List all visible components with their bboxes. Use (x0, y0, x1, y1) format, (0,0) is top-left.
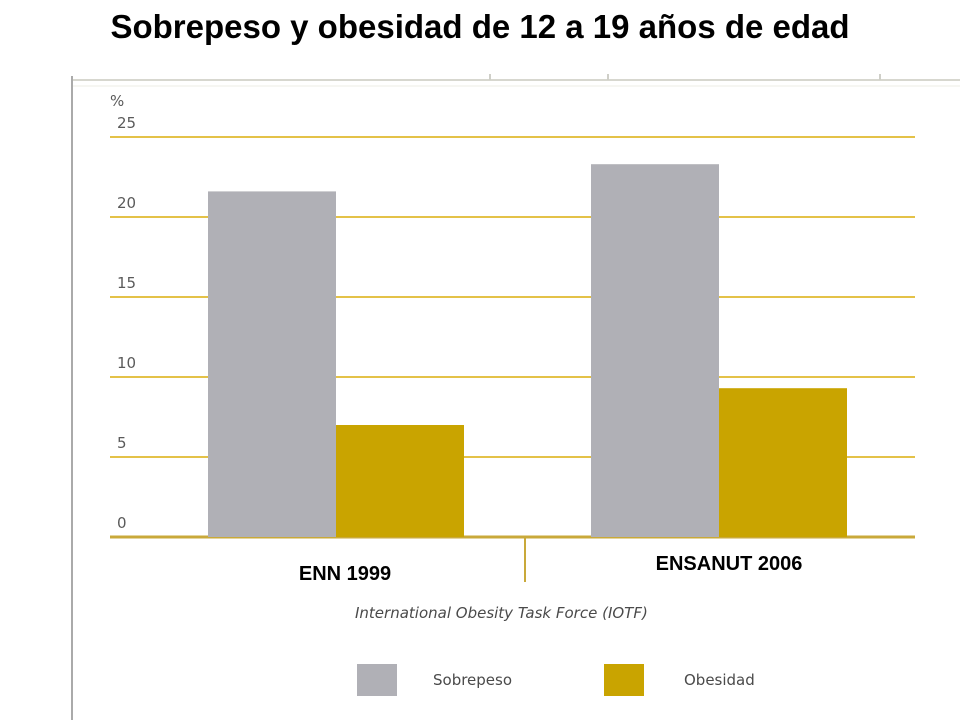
legend-label-sobrepeso: Sobrepeso (433, 671, 512, 689)
legend: Sobrepeso Obesidad (357, 664, 755, 696)
source-note: International Obesity Task Force (IOTF) (355, 604, 648, 622)
bar-sobrepeso-1 (591, 164, 719, 537)
bar-obesidad-1 (719, 388, 847, 537)
y-tick-label: 10 (117, 354, 136, 372)
legend-swatch-obesidad (604, 664, 644, 696)
legend-label-obesidad: Obesidad (684, 671, 755, 689)
y-tick-label: 20 (117, 194, 136, 212)
y-tick-label: 0 (117, 514, 127, 532)
page-title: Sobrepeso y obesidad de 12 a 19 años de … (110, 8, 850, 45)
legend-swatch-sobrepeso (357, 664, 397, 696)
bar-sobrepeso-0 (208, 191, 336, 537)
bar-obesidad-0 (336, 425, 464, 537)
bars (208, 164, 847, 537)
top-frame (71, 74, 960, 720)
y-tick-label: 25 (117, 114, 136, 132)
y-tick-label: 5 (117, 434, 127, 452)
y-tick-label: 15 (117, 274, 136, 292)
x-tick-label-ensanut-2006: ENSANUT 2006 (656, 553, 803, 575)
y-axis-unit-label: % (110, 92, 124, 110)
y-tick-labels: 0 5 10 15 20 25 (117, 114, 136, 532)
x-tick-label-enn-1999: ENN 1999 (299, 563, 391, 585)
